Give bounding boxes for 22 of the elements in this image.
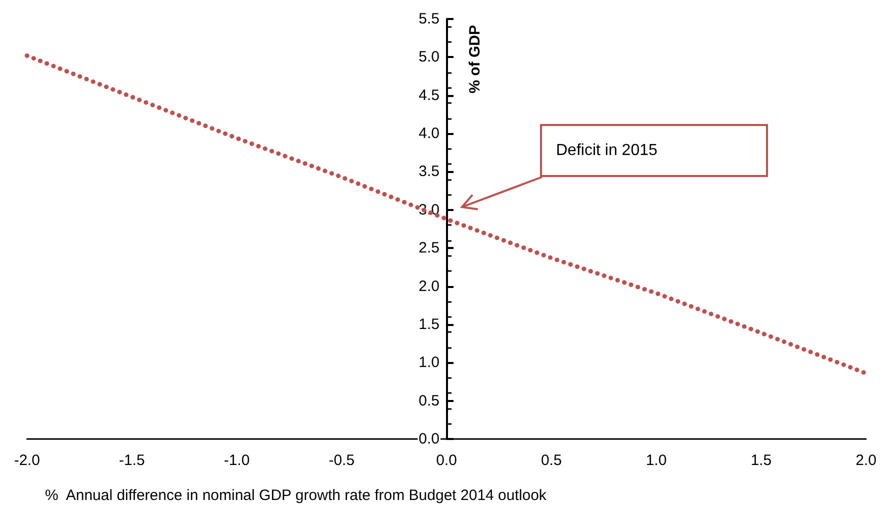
y-tick-label: 1.5 — [418, 316, 440, 333]
x-tick-label: 0.0 — [436, 452, 457, 469]
x-tick-label: -2.0 — [14, 452, 40, 469]
y-tick-label: 4.0 — [418, 125, 440, 142]
y-tick-label: 3.5 — [418, 163, 440, 180]
x-tick-label: -0.5 — [328, 452, 355, 469]
x-tick-label: -1.0 — [224, 452, 250, 469]
x-tick-label: -1.5 — [118, 452, 145, 469]
y-tick-label: 0.0 — [418, 430, 440, 448]
y-tick-label: 1.0 — [418, 354, 440, 372]
y-tick-label: 5.0 — [418, 48, 440, 66]
x-tick-label: 2.0 — [856, 452, 876, 469]
y-tick-label: 2.5 — [418, 240, 440, 257]
y-tick-label: 2.0 — [418, 278, 440, 295]
y-tick-label: 5.5 — [418, 10, 440, 28]
x-axis-title: % Annual difference in nominal GDP growth rate from Budget 2014 outlook — [45, 487, 547, 504]
y-tick-label: 4.5 — [418, 86, 440, 104]
x-tick-label: 1.0 — [646, 452, 667, 469]
x-tick-label: 1.5 — [750, 452, 772, 469]
x-tick-label: 0.5 — [540, 452, 562, 469]
y-tick-label: 0.5 — [418, 392, 440, 410]
y-axis-title: % of GDP — [466, 25, 484, 94]
